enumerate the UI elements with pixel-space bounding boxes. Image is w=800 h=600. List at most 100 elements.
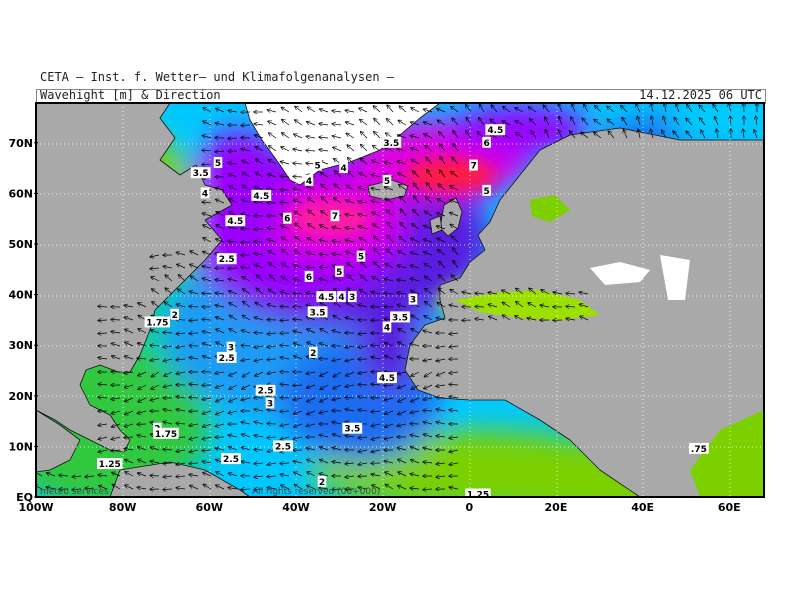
label-value: 2.5 xyxy=(219,255,235,265)
direction-arrow xyxy=(515,121,524,126)
direction-arrow xyxy=(125,460,134,464)
direction-arrow xyxy=(254,463,264,464)
direction-arrow xyxy=(72,476,82,477)
label-background xyxy=(226,341,236,353)
direction-arrow xyxy=(267,488,277,490)
direction-arrow xyxy=(371,292,381,294)
direction-arrow xyxy=(676,104,680,113)
direction-arrow xyxy=(566,306,576,307)
direction-arrow xyxy=(358,346,368,347)
label-value: 3 xyxy=(349,293,355,303)
direction-arrow xyxy=(529,288,537,295)
direction-arrow xyxy=(254,317,264,320)
direction-arrow xyxy=(345,318,355,321)
direction-arrow xyxy=(425,289,433,295)
direction-arrow xyxy=(306,448,316,450)
direction-arrow xyxy=(306,136,316,138)
direction-arrow xyxy=(411,371,420,376)
direction-arrow xyxy=(241,214,251,216)
direction-arrow xyxy=(387,235,394,243)
direction-arrow xyxy=(730,116,731,126)
direction-arrow xyxy=(242,434,251,438)
direction-arrow xyxy=(111,332,121,334)
direction-arrow xyxy=(450,290,459,295)
direction-arrow xyxy=(190,276,199,282)
direction-arrow xyxy=(216,225,225,230)
direction-arrow xyxy=(334,302,342,308)
lat-tick-label: 60N xyxy=(8,187,33,200)
direction-arrow xyxy=(137,487,147,489)
direction-arrow xyxy=(358,437,368,438)
lon-tick-label: 60E xyxy=(718,501,741,514)
direction-arrow xyxy=(254,253,264,255)
direction-arrow xyxy=(397,305,407,307)
direction-arrow xyxy=(293,461,303,463)
direction-arrow xyxy=(411,122,420,126)
direction-arrow xyxy=(189,475,199,477)
direction-arrow xyxy=(651,103,653,113)
direction-arrow xyxy=(361,132,368,139)
direction-arrow xyxy=(228,473,238,477)
direction-arrow xyxy=(203,225,212,230)
direction-arrow xyxy=(112,473,121,477)
direction-arrow xyxy=(345,359,355,361)
wave-direction-arrows xyxy=(36,103,757,490)
wave-height-label: 5 xyxy=(382,174,392,187)
direction-arrow xyxy=(572,104,576,113)
direction-arrow xyxy=(411,329,420,334)
direction-arrow xyxy=(333,276,342,282)
direction-arrow xyxy=(332,254,342,256)
direction-arrow xyxy=(424,384,433,389)
direction-arrow xyxy=(651,129,654,139)
direction-arrow xyxy=(282,133,290,139)
direction-arrow xyxy=(346,371,355,376)
wave-height-label: 3 xyxy=(408,293,418,306)
direction-arrow xyxy=(427,170,433,178)
direction-arrow xyxy=(151,277,160,282)
direction-arrow xyxy=(267,359,277,360)
direction-arrow xyxy=(410,252,420,255)
direction-arrow xyxy=(138,384,147,389)
direction-arrow xyxy=(280,176,290,177)
direction-arrow xyxy=(138,459,147,464)
direction-arrow xyxy=(411,384,420,389)
direction-arrow xyxy=(439,170,446,178)
wave-height-label: 2 xyxy=(317,475,327,488)
label-value: 3.5 xyxy=(193,169,209,179)
direction-arrow xyxy=(743,129,744,139)
direction-arrow xyxy=(163,489,173,490)
direction-arrow xyxy=(216,397,225,402)
direction-arrow xyxy=(333,147,342,152)
direction-arrow xyxy=(72,489,82,490)
direction-arrow xyxy=(387,119,394,126)
direction-arrow xyxy=(307,317,316,321)
north-america xyxy=(36,103,233,453)
direction-arrow xyxy=(449,346,459,347)
direction-arrow xyxy=(453,131,459,139)
direction-arrow xyxy=(267,410,277,412)
direction-arrow xyxy=(373,106,381,113)
direction-arrow xyxy=(241,447,251,450)
direction-arrow xyxy=(216,342,225,347)
label-background xyxy=(382,174,392,186)
direction-arrow xyxy=(348,158,355,165)
label-value: 4.5 xyxy=(318,293,334,303)
wave-height-label: 3.5 xyxy=(390,311,410,323)
direction-arrow xyxy=(399,236,407,243)
direction-arrow xyxy=(397,149,407,151)
direction-arrow xyxy=(124,305,134,307)
direction-arrow xyxy=(700,118,706,126)
lat-tick-label: 50N xyxy=(8,238,33,251)
direction-arrow xyxy=(85,476,95,477)
direction-arrow xyxy=(36,472,43,477)
direction-arrow xyxy=(281,107,290,113)
direction-arrow xyxy=(189,306,199,307)
direction-arrow xyxy=(332,359,342,361)
direction-arrow xyxy=(462,292,472,294)
direction-arrow xyxy=(607,119,615,126)
direction-arrow xyxy=(410,435,420,437)
direction-arrow xyxy=(569,131,576,139)
direction-arrow xyxy=(228,241,238,242)
direction-arrow xyxy=(216,108,225,113)
direction-arrow xyxy=(449,450,459,452)
